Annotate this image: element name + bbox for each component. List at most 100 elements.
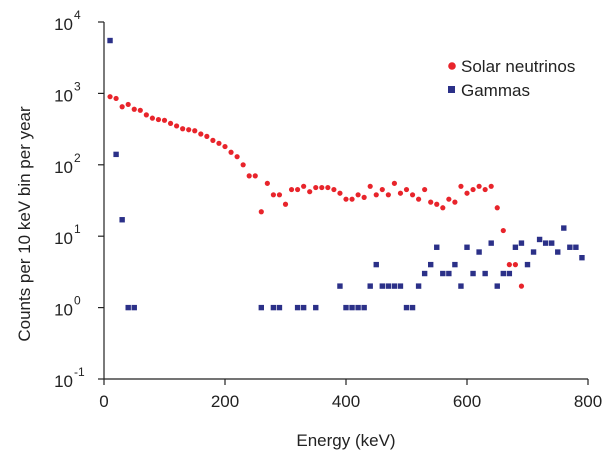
y-tick-label-base: 10 xyxy=(54,86,73,105)
data-point-solar-neutrinos xyxy=(295,186,301,193)
data-point-gammas xyxy=(506,270,513,277)
data-point-solar-neutrinos xyxy=(228,149,234,155)
data-point-gammas xyxy=(536,236,543,243)
data-point-gammas xyxy=(549,240,555,246)
data-point-gammas xyxy=(440,270,446,277)
y-tick-label-exponent: 4 xyxy=(74,8,81,22)
data-point-solar-neutrinos xyxy=(258,209,264,215)
data-point-gammas xyxy=(313,304,319,311)
data-point-solar-neutrinos xyxy=(470,186,476,193)
data-point-solar-neutrinos xyxy=(216,140,222,146)
data-point-gammas xyxy=(403,304,410,311)
series-solar-neutrinos xyxy=(107,94,525,289)
data-point-solar-neutrinos xyxy=(137,107,143,113)
data-point-solar-neutrinos xyxy=(234,154,240,160)
data-point-gammas xyxy=(300,304,307,311)
data-point-gammas xyxy=(500,270,506,277)
data-point-gammas xyxy=(367,283,373,289)
data-point-solar-neutrinos xyxy=(125,101,131,108)
data-point-solar-neutrinos xyxy=(506,262,512,268)
y-tick-label-exponent: -1 xyxy=(74,365,85,379)
data-point-solar-neutrinos xyxy=(379,186,385,193)
data-point-gammas xyxy=(415,283,422,289)
data-point-solar-neutrinos xyxy=(361,194,367,200)
data-point-solar-neutrinos xyxy=(331,186,337,193)
data-point-gammas xyxy=(464,244,470,250)
legend-marker-solar-neutrinos xyxy=(448,62,456,70)
data-point-gammas xyxy=(397,283,404,289)
data-point-solar-neutrinos xyxy=(434,201,440,207)
y-tick-label-base: 10 xyxy=(54,301,73,320)
data-point-solar-neutrinos xyxy=(282,201,289,207)
x-tick-label: 600 xyxy=(453,392,481,411)
data-point-gammas xyxy=(373,261,379,268)
legend-marker-gammas xyxy=(448,86,455,93)
data-point-solar-neutrinos xyxy=(337,190,343,196)
data-point-gammas xyxy=(476,249,482,255)
data-point-gammas xyxy=(379,283,385,289)
x-axis-ticks: 0 200 400 600 800 xyxy=(99,379,602,411)
data-point-solar-neutrinos xyxy=(428,199,434,205)
y-axis-label: Counts per 10 keV bin per year xyxy=(15,106,34,342)
data-point-solar-neutrinos xyxy=(482,186,488,193)
data-point-gammas xyxy=(337,283,343,289)
data-point-solar-neutrinos xyxy=(180,126,186,132)
data-point-solar-neutrinos xyxy=(276,192,283,198)
data-point-solar-neutrinos xyxy=(113,95,119,102)
data-point-solar-neutrinos xyxy=(143,112,149,118)
data-point-solar-neutrinos xyxy=(476,183,482,189)
data-point-solar-neutrinos xyxy=(385,192,391,198)
data-point-gammas xyxy=(530,249,537,255)
data-point-solar-neutrinos xyxy=(192,128,198,134)
data-point-solar-neutrinos xyxy=(301,183,307,189)
data-point-gammas xyxy=(458,283,464,289)
data-point-gammas xyxy=(452,261,458,268)
y-tick-label-base: 10 xyxy=(54,158,73,177)
data-point-solar-neutrinos xyxy=(488,183,494,189)
data-point-solar-neutrinos xyxy=(458,183,464,189)
data-point-gammas xyxy=(361,304,367,311)
data-point-solar-neutrinos xyxy=(422,186,428,193)
data-point-solar-neutrinos xyxy=(464,190,470,196)
data-point-solar-neutrinos xyxy=(343,196,349,202)
data-point-solar-neutrinos xyxy=(403,186,410,193)
data-point-gammas xyxy=(343,304,349,311)
data-point-gammas xyxy=(482,270,488,277)
data-point-solar-neutrinos xyxy=(452,199,458,205)
y-tick-label-exponent: 2 xyxy=(74,151,81,165)
data-point-gammas xyxy=(573,244,579,250)
data-point-gammas xyxy=(567,244,573,250)
data-point-gammas xyxy=(294,304,301,311)
data-point-solar-neutrinos xyxy=(416,196,422,202)
data-point-solar-neutrinos xyxy=(107,94,113,100)
y-tick-label-base: 10 xyxy=(54,372,73,391)
data-point-solar-neutrinos xyxy=(149,115,155,121)
data-point-gammas xyxy=(494,283,500,289)
x-tick-label: 400 xyxy=(332,392,360,411)
data-point-solar-neutrinos xyxy=(349,196,355,202)
data-point-gammas xyxy=(555,249,561,255)
data-point-solar-neutrinos xyxy=(397,190,404,196)
data-point-solar-neutrinos xyxy=(198,131,204,137)
data-point-gammas xyxy=(349,304,355,311)
data-point-solar-neutrinos xyxy=(373,192,379,198)
data-point-solar-neutrinos xyxy=(500,227,506,234)
data-point-gammas xyxy=(518,240,525,246)
data-point-gammas xyxy=(579,254,585,261)
data-point-solar-neutrinos xyxy=(325,184,331,191)
data-point-solar-neutrinos xyxy=(512,262,519,268)
x-tick-label: 0 xyxy=(99,392,108,411)
data-points xyxy=(107,37,585,311)
data-point-solar-neutrinos xyxy=(270,192,276,198)
data-point-solar-neutrinos xyxy=(446,196,452,202)
data-point-gammas xyxy=(107,37,113,44)
data-point-solar-neutrinos xyxy=(204,133,210,139)
data-point-solar-neutrinos xyxy=(355,192,361,198)
data-point-solar-neutrinos xyxy=(409,192,416,198)
data-point-gammas xyxy=(385,283,392,289)
y-tick-label-base: 10 xyxy=(54,229,73,248)
data-point-gammas xyxy=(391,283,398,289)
data-point-solar-neutrinos xyxy=(161,117,168,123)
data-point-solar-neutrinos xyxy=(264,180,270,186)
